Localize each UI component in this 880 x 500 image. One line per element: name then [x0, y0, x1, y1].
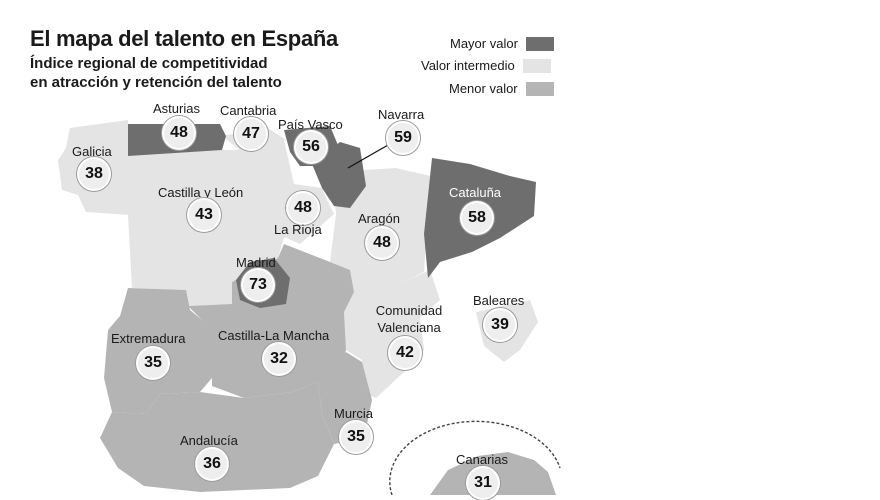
label-canarias: Canarias [456, 452, 509, 467]
legend-high-swatch [525, 36, 554, 51]
label-la-rioja: La Rioja [274, 222, 322, 237]
badge-cataluna: 58 [460, 201, 494, 235]
label-aragon: Aragón [358, 211, 400, 226]
label-madrid: Madrid [236, 255, 276, 270]
label-cataluna: Cataluña [449, 185, 502, 200]
label-castilla-leon: Castilla y León [158, 185, 244, 200]
label-andalucia: Andalucía [180, 433, 238, 448]
label-valenciana: Comunidad Valenciana [375, 303, 443, 335]
legend-mid-label: Valor intermedio [421, 58, 515, 73]
badge-aragon: 48 [365, 226, 399, 260]
subtitle-line-1: Índice regional de competitividad [30, 55, 268, 72]
region-valenciana-shape [344, 270, 440, 398]
region-castilla-leon-shape [128, 140, 332, 306]
label-extremadura: Extremadura [111, 331, 186, 346]
badge-murcia: 35 [339, 420, 373, 454]
legend-mid-swatch [522, 58, 551, 73]
legend-high: Mayor valor [450, 36, 554, 51]
map-title: El mapa del talento en España [30, 26, 338, 51]
label-baleares: Baleares [473, 293, 525, 308]
canarias-boundary [389, 420, 561, 495]
label-murcia: Murcia [334, 406, 374, 421]
badge-navarra: 59 [386, 121, 420, 155]
subtitle-line-2: en atracción y retención del talento [30, 74, 282, 91]
badge-asturias: 48 [162, 116, 196, 150]
badge-cantabria: 47 [234, 117, 268, 151]
legend-low-label: Menor valor [449, 81, 518, 96]
label-cantabria: Cantabria [220, 103, 277, 118]
badge-galicia: 38 [77, 157, 111, 191]
badge-castilla-la-mancha: 32 [262, 342, 296, 376]
label-pais-vasco: País Vasco [278, 117, 343, 132]
legend-low-swatch [525, 81, 554, 96]
region-castilla-la-mancha-shape [188, 244, 354, 398]
navarra-leader-line [347, 144, 389, 169]
map-subtitle: Índice regional de competitividad en atr… [30, 54, 330, 92]
label-castilla-la-mancha: Castilla-La Mancha [218, 328, 330, 343]
badge-castilla-leon: 43 [187, 198, 221, 232]
label-galicia: Galicia [72, 144, 112, 159]
badge-valenciana: 42 [388, 336, 422, 370]
badge-baleares: 39 [483, 308, 517, 342]
legend-high-label: Mayor valor [450, 36, 518, 51]
region-navarra-shape [312, 142, 366, 208]
badge-andalucia: 36 [195, 447, 229, 481]
legend-low: Menor valor [449, 81, 554, 96]
badge-la-rioja: 48 [286, 191, 320, 225]
badge-pais-vasco: 56 [294, 130, 328, 164]
label-navarra: Navarra [378, 107, 425, 122]
legend-mid: Valor intermedio [421, 58, 551, 73]
badge-madrid: 73 [241, 268, 275, 302]
badge-extremadura: 35 [136, 346, 170, 380]
region-andalucia-shape [100, 382, 334, 492]
label-asturias: Asturias [153, 101, 200, 116]
